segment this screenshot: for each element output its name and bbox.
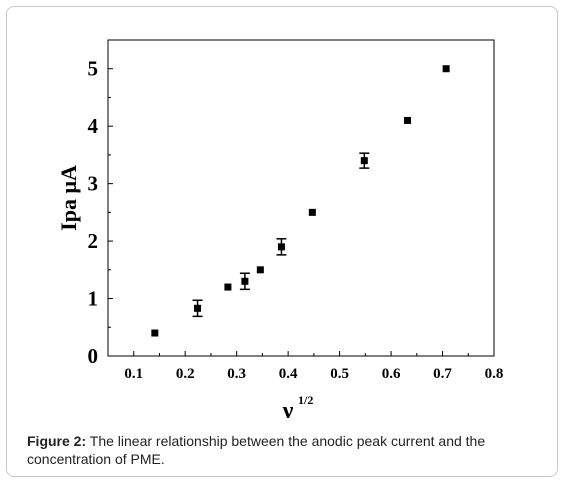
y-axis-title: Ipa μA (56, 165, 81, 231)
data-series (151, 65, 450, 337)
x-tick-label: 0.6 (382, 366, 401, 382)
y-tick-label: 4 (88, 114, 99, 138)
x-axis-ticks: 0.1 0.2 0.3 0.4 0.5 0.6 0.7 0.8 (124, 351, 503, 382)
data-point (442, 65, 450, 73)
data-point (224, 283, 232, 291)
data-point (404, 116, 412, 124)
y-tick-label: 3 (88, 172, 99, 196)
data-point (194, 304, 202, 312)
y-axis-ticks: 0 1 2 3 4 5 (88, 57, 113, 368)
caption-text: The linear relationship between the anod… (27, 433, 486, 467)
caption-label: Figure 2: (27, 433, 87, 449)
plot-area (107, 39, 495, 357)
x-tick-label: 0.3 (227, 366, 246, 382)
figure-caption: Figure 2: The linear relationship betwee… (27, 432, 547, 468)
data-point (360, 157, 368, 165)
y-tick-label: 1 (88, 287, 99, 311)
data-point (277, 243, 285, 251)
y-tick-label: 0 (88, 344, 99, 368)
y-tick-label: 2 (88, 229, 99, 253)
data-point (308, 208, 316, 216)
x-tick-label: 0.2 (176, 366, 195, 382)
x-tick-label: 0.5 (330, 366, 349, 382)
x-axis-title-superscript: 1/2 (298, 393, 313, 407)
data-point (241, 277, 249, 285)
x-tick-label: 0.1 (124, 366, 143, 382)
x-tick-label: 0.7 (433, 366, 452, 382)
x-tick-label: 0.8 (485, 366, 504, 382)
data-point (256, 266, 264, 274)
data-point (151, 329, 159, 337)
x-tick-label: 0.4 (279, 366, 298, 382)
scatter-chart: 0.1 0.2 0.3 0.4 0.5 0.6 0.7 0.8 0 1 2 3 4 5 Ipa μA ν… (56, 39, 503, 424)
x-axis-title: ν (282, 398, 294, 424)
y-tick-label: 5 (88, 57, 99, 81)
